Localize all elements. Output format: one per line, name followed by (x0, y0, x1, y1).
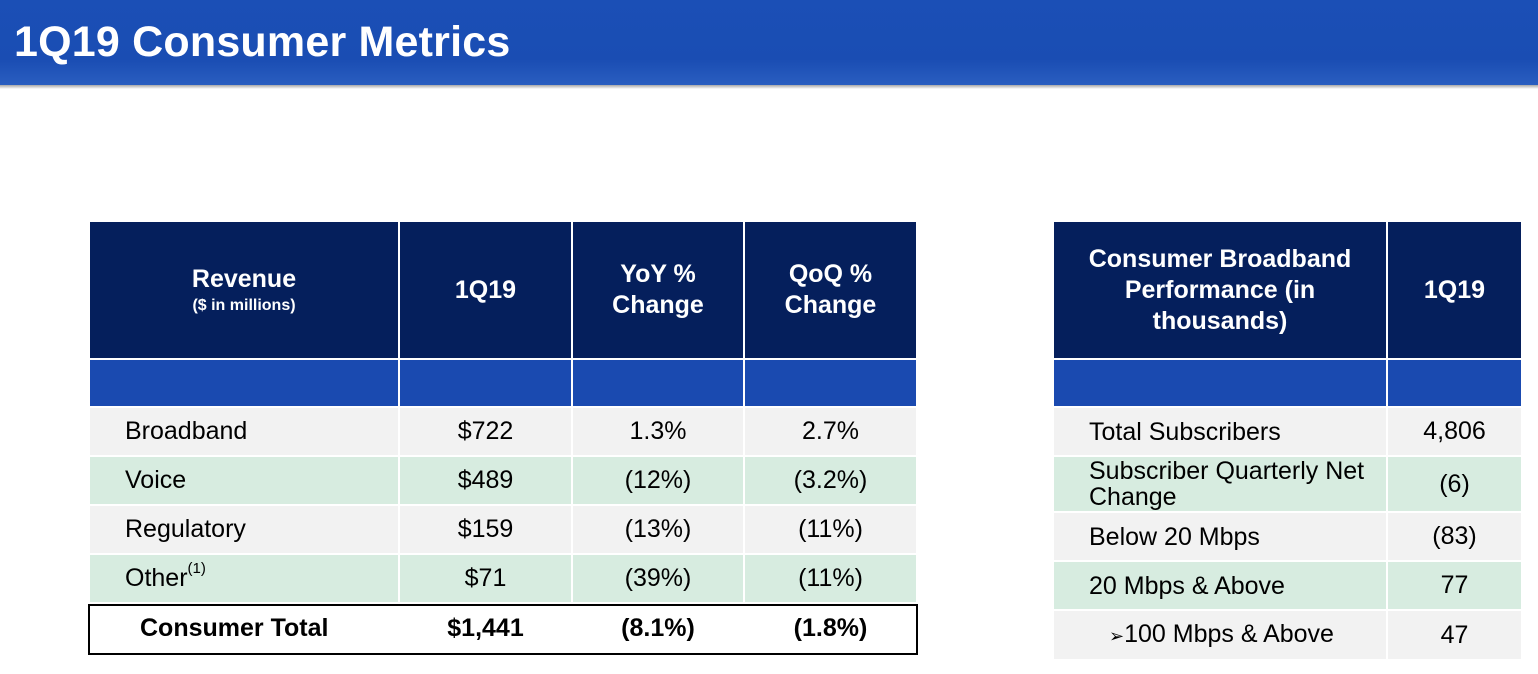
total-qoq: (1.8%) (744, 602, 916, 652)
row-value: $71 (399, 553, 573, 603)
row-qoq: (11%) (744, 504, 916, 554)
row-qoq: 2.7% (744, 406, 916, 456)
row-qoq: (3.2%) (744, 455, 916, 505)
row-yoy: (13%) (572, 504, 745, 554)
row-label-text: Other (125, 564, 188, 592)
broadband-period-header: 1Q19 (1387, 222, 1521, 359)
row-label: Regulatory (90, 504, 400, 554)
row-value: (6) (1387, 455, 1521, 512)
total-value: $1,441 (399, 602, 573, 652)
table-row: Voice $489 (12%) (3.2%) (90, 455, 916, 505)
table-row: Regulatory $159 (13%) (11%) (90, 504, 916, 554)
yoy-header: YoY % Change (572, 222, 745, 359)
row-yoy: (12%) (572, 455, 745, 505)
row-value: 4,806 (1387, 406, 1521, 456)
table-row: 20 Mbps & Above 77 (1054, 560, 1521, 610)
arrow-bullet-icon: ➢ (1109, 626, 1125, 646)
row-label: Voice (90, 455, 400, 505)
broadband-table: Consumer Broadband Performance (in thous… (1054, 222, 1521, 659)
revenue-header-unit: ($ in millions) (192, 296, 296, 314)
row-yoy: (39%) (572, 553, 745, 603)
row-label: Broadband (90, 406, 400, 456)
table-row: Below 20 Mbps (83) (1054, 511, 1521, 561)
row-qoq: (11%) (744, 553, 916, 603)
footnote-marker: (1) (187, 560, 206, 577)
table-row: Broadband $722 1.3% 2.7% (90, 406, 916, 456)
row-label: Subscriber Quarterly Net Change (1054, 455, 1388, 512)
header-band (90, 359, 916, 407)
row-value: $159 (399, 504, 573, 554)
row-label: 20 Mbps & Above (1054, 560, 1388, 610)
row-label: Other(1) (90, 553, 400, 603)
row-label: Below 20 Mbps (1054, 511, 1388, 561)
table-row: Subscriber Quarterly Net Change (6) (1054, 455, 1521, 512)
page-title: 1Q19 Consumer Metrics (14, 18, 511, 66)
broadband-metric-header: Consumer Broadband Performance (in thous… (1054, 222, 1388, 359)
title-bar: 1Q19 Consumer Metrics (0, 0, 1538, 89)
table-row: ➢100 Mbps & Above 47 (1054, 609, 1521, 659)
row-value: $722 (399, 406, 573, 456)
table-row: Total Subscribers 4,806 (1054, 406, 1521, 456)
qoq-header: QoQ % Change (744, 222, 916, 359)
total-label: Consumer Total (90, 602, 400, 652)
row-yoy: 1.3% (572, 406, 745, 456)
row-label-text: 100 Mbps & Above (1124, 620, 1334, 648)
revenue-header-label: Revenue (191, 264, 297, 293)
total-row: Consumer Total $1,441 (8.1%) (1.8%) (90, 602, 916, 652)
header-band (1054, 359, 1521, 407)
row-label: ➢100 Mbps & Above (1054, 609, 1388, 659)
period-header: 1Q19 (399, 222, 573, 359)
row-value: $489 (399, 455, 573, 505)
revenue-header: Revenue ($ in millions) (90, 222, 400, 359)
total-yoy: (8.1%) (572, 602, 745, 652)
row-value: 47 (1387, 609, 1521, 659)
row-value: 77 (1387, 560, 1521, 610)
row-label: Total Subscribers (1054, 406, 1388, 456)
table-row: Other(1) $71 (39%) (11%) (90, 553, 916, 603)
row-value: (83) (1387, 511, 1521, 561)
revenue-table: Revenue ($ in millions) 1Q19 YoY % Chang… (90, 222, 916, 652)
